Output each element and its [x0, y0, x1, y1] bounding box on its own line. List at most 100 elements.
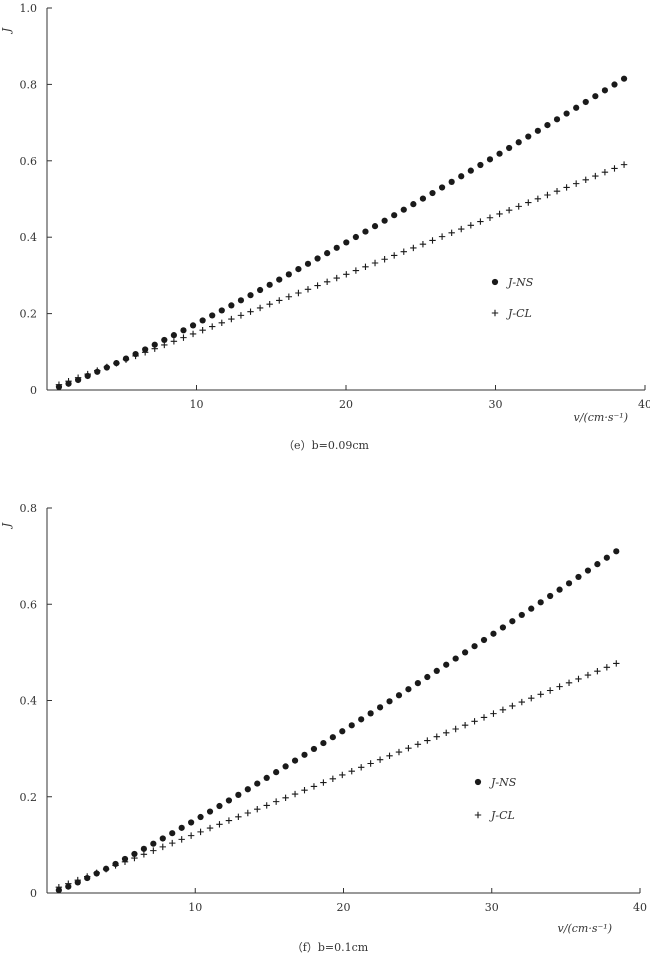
y-tick-label: 0.8: [20, 78, 38, 91]
y-tick-label: 0.2: [20, 791, 38, 804]
dot-marker: [486, 156, 494, 163]
dot-marker: [320, 739, 327, 747]
plus-marker: [480, 714, 488, 721]
plus-marker: [304, 286, 312, 293]
dot-marker: [339, 728, 346, 735]
dot-marker: [575, 573, 582, 581]
plus-marker: [528, 695, 535, 702]
plus-marker: [216, 821, 223, 828]
plus-marker: [285, 293, 293, 300]
dot-marker: [462, 649, 469, 656]
plus-marker: [235, 813, 242, 820]
dot-marker: [515, 139, 522, 146]
plus-marker: [424, 737, 431, 744]
dot-marker: [206, 808, 214, 815]
plus-marker: [563, 184, 570, 191]
plus-marker: [343, 271, 350, 278]
dot-marker: [386, 698, 393, 705]
dot-marker: [438, 184, 446, 191]
dot-marker: [582, 98, 589, 106]
plus-marker: [282, 794, 289, 802]
dot-marker: [611, 81, 618, 88]
y-tick-label: 1.0: [20, 2, 38, 15]
plus-marker: [452, 725, 459, 733]
dot-marker: [348, 722, 355, 729]
plus-marker: [467, 222, 475, 229]
dot-marker: [477, 161, 484, 169]
dot-marker: [391, 212, 398, 219]
y-axis-title: J: [0, 27, 13, 34]
dot-marker: [584, 567, 592, 574]
plus-marker: [443, 729, 450, 737]
y-tick-label: 0.6: [20, 598, 38, 611]
dot-marker: [314, 255, 321, 262]
dot-marker: [594, 561, 601, 568]
dot-marker: [405, 686, 412, 693]
y-tick-label: 0.4: [20, 231, 38, 244]
plus-marker: [395, 748, 403, 756]
dot-marker: [291, 757, 299, 764]
chart-panel-f: 10 20 30 40 0 0.2 0.4 0.6 0.8 v/(cm·s⁻¹) J J-NS J-CL…: [0, 502, 647, 954]
plus-marker: [575, 675, 582, 683]
dot-marker: [329, 734, 336, 741]
x-axis-title: v/(cm·s⁻¹): [558, 922, 612, 935]
chart-panel-e: 10 20 30 4000.20.40.60.81.0v/(cm·s⁻¹)JJ-NSJ…: [0, 2, 650, 452]
dot-marker: [282, 763, 289, 770]
legend-label-jcl: J-CL: [506, 307, 532, 320]
legend-label-jns: J-NS: [489, 776, 517, 789]
plus-marker: [209, 323, 216, 330]
dot-marker: [419, 195, 427, 202]
plus-marker: [228, 315, 235, 323]
plus-marker: [103, 363, 111, 371]
dot-marker: [169, 830, 176, 837]
dot-marker: [237, 297, 245, 304]
y-axis-title: J: [0, 522, 13, 529]
dot-marker: [414, 680, 421, 687]
plus-marker: [582, 176, 589, 184]
plus-marker: [74, 876, 81, 884]
plus-marker: [376, 756, 384, 763]
plus-marker: [405, 744, 412, 752]
plus-marker: [263, 802, 270, 809]
plus-marker: [55, 381, 63, 388]
plus-marker: [199, 327, 206, 334]
dot-marker: [518, 611, 525, 619]
plus-marker: [329, 775, 337, 782]
plus-marker: [112, 862, 119, 869]
dot-marker: [367, 710, 374, 717]
dot-marker: [295, 266, 302, 273]
dot-marker: [381, 217, 388, 224]
y-tick-label: 0: [30, 384, 37, 397]
plus-marker: [197, 828, 204, 836]
plus-marker: [371, 259, 379, 267]
dot-marker: [333, 244, 340, 251]
plus-marker: [477, 218, 484, 225]
dot-marker: [448, 178, 455, 185]
plus-marker: [151, 345, 158, 352]
plus-marker: [461, 721, 469, 729]
plus-marker: [159, 843, 166, 851]
plus-marker: [433, 733, 440, 740]
plus-marker: [323, 278, 331, 285]
plus-marker: [357, 764, 365, 771]
plus-marker: [505, 206, 513, 214]
dot-marker: [573, 104, 580, 111]
plus-marker: [471, 718, 478, 725]
plus-marker: [301, 787, 308, 794]
dot-marker: [424, 673, 431, 681]
plus-marker: [613, 660, 620, 667]
plus-marker: [65, 378, 72, 385]
plus-marker: [486, 214, 494, 221]
y-tick-label: 0: [30, 887, 37, 900]
plus-marker: [556, 683, 563, 690]
dot-marker: [534, 127, 541, 134]
x-tick-label: 10: [190, 398, 204, 411]
plus-marker: [496, 210, 503, 218]
dot-marker: [537, 599, 544, 606]
plus-marker: [140, 851, 148, 858]
plus-marker: [537, 691, 544, 698]
dot-marker: [170, 332, 177, 339]
x-tick-label: 40: [633, 901, 647, 914]
dot-marker: [254, 780, 261, 787]
plus-marker: [94, 367, 101, 374]
